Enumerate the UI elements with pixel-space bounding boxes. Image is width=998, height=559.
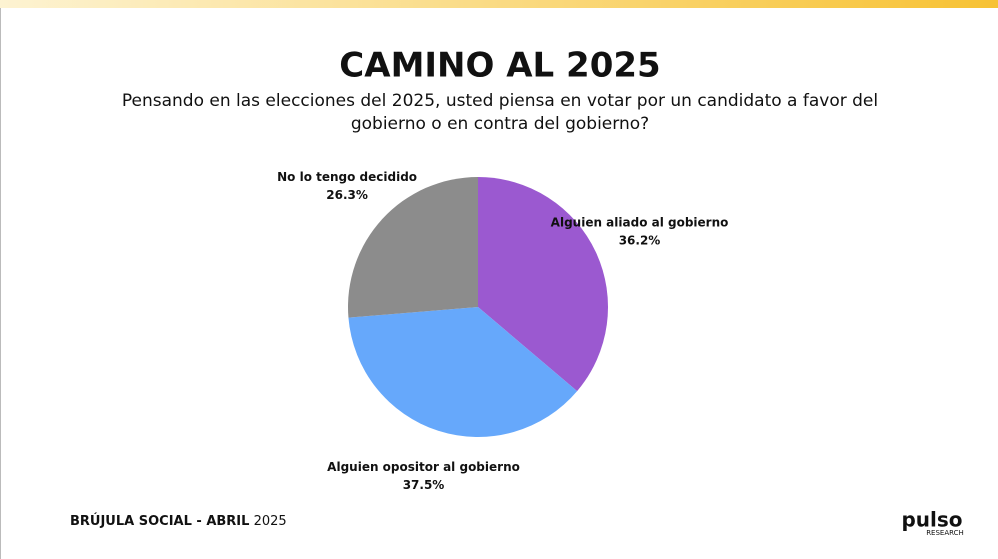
footer-label: BRÚJULA SOCIAL - ABRIL	[70, 513, 249, 529]
slice-label: Alguien opositor al gobierno	[327, 460, 520, 474]
slice-label: Alguien aliado al gobierno	[551, 216, 729, 230]
chart-title: CAMINO AL 2025	[339, 46, 660, 86]
slice-value-label: 36.2%	[619, 234, 661, 248]
logo-tagline: RESEARCH	[926, 529, 964, 537]
slice-value-label: 37.5%	[403, 478, 445, 492]
slice-label: No lo tengo decidido	[277, 170, 417, 184]
pie-slice	[348, 177, 478, 318]
footer-year: 2025	[254, 514, 287, 529]
slice-value-label: 26.3%	[326, 188, 368, 202]
left-border	[0, 8, 1, 559]
logo: pulso	[901, 508, 962, 532]
top-bar	[0, 0, 998, 8]
subtitle: Pensando en las elecciones del 2025, ust…	[122, 91, 878, 111]
subtitle: gobierno o en contra del gobierno?	[351, 114, 649, 134]
footer: BRÚJULA SOCIAL - ABRIL 2025	[70, 513, 287, 529]
pie-slice	[478, 177, 609, 392]
pie-slice	[348, 307, 578, 437]
